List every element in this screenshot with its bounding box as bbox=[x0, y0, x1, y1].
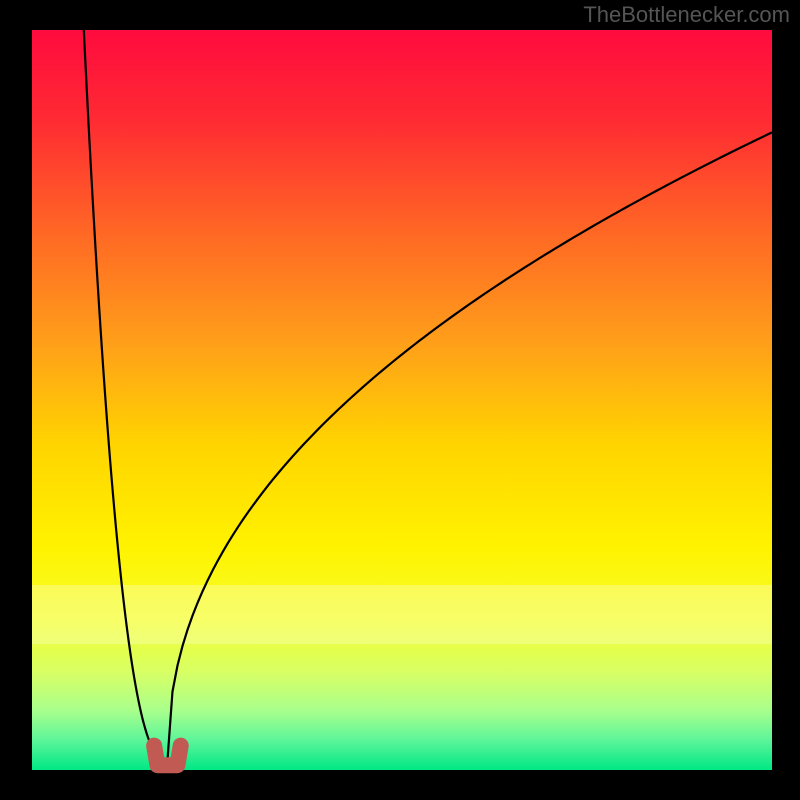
pale-band bbox=[32, 585, 772, 644]
bottleneck-chart bbox=[0, 0, 800, 800]
watermark-text: TheBottlenecker.com bbox=[583, 2, 790, 28]
chart-container: TheBottlenecker.com bbox=[0, 0, 800, 800]
gradient-background bbox=[32, 30, 772, 770]
